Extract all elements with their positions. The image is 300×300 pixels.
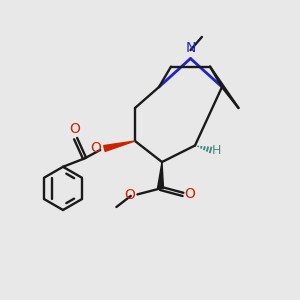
Text: O: O <box>124 188 135 202</box>
Text: N: N <box>185 41 196 55</box>
Polygon shape <box>158 162 164 189</box>
Text: O: O <box>69 122 80 136</box>
Polygon shape <box>104 141 135 152</box>
Text: H: H <box>212 144 221 157</box>
Text: O: O <box>184 188 195 201</box>
Text: O: O <box>91 141 101 155</box>
